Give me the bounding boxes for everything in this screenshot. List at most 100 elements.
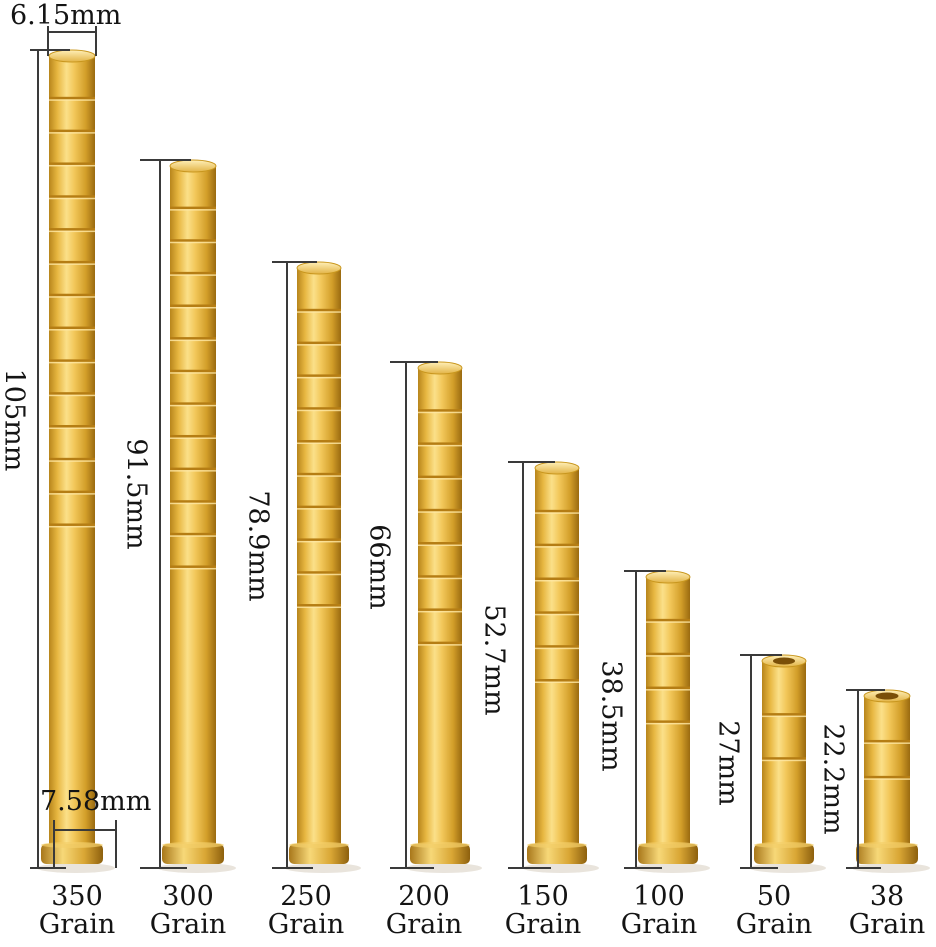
length-label-50: 27mm <box>712 720 744 806</box>
insert-shadow <box>750 863 826 873</box>
insert-groove <box>297 571 341 574</box>
brass-insert-150 <box>523 461 599 873</box>
insert-shadow <box>523 863 599 873</box>
insert-groove-highlight <box>646 655 690 657</box>
grain-weight: 250 <box>280 881 332 912</box>
brass-insert-38 <box>852 689 930 873</box>
grain-label-300: 300 Grain <box>133 883 243 939</box>
insert-top-cap <box>645 570 691 584</box>
insert-groove <box>49 260 95 264</box>
insert-groove-highlight <box>297 508 341 510</box>
insert-groove <box>170 271 216 275</box>
insert-body <box>535 468 579 844</box>
insert-flange-rim <box>41 842 103 848</box>
insert-groove <box>535 577 579 581</box>
insert-groove-highlight <box>49 263 95 265</box>
length-dimension-250 <box>272 261 317 869</box>
insert-groove-highlight <box>49 296 95 298</box>
insert-groove-highlight <box>49 361 95 364</box>
insert-groove-highlight <box>297 573 341 576</box>
insert-base-flange <box>410 844 470 864</box>
insert-groove-highlight <box>762 715 806 718</box>
insert-groove-highlight <box>418 644 462 646</box>
grain-label-200: 200 Grain <box>369 883 479 939</box>
insert-base-flange <box>527 844 587 864</box>
brass-insert-300 <box>158 159 236 873</box>
insert-groove-highlight <box>49 427 95 430</box>
grain-unit: Grain <box>38 909 116 940</box>
insert-base-flange <box>856 844 918 864</box>
insert-groove <box>49 392 95 395</box>
insert-groove-highlight <box>170 437 216 439</box>
length-dimension-300 <box>140 159 191 869</box>
insert-groove <box>49 457 95 461</box>
insert-base-flange <box>638 844 698 864</box>
insert-top-cap <box>417 361 463 375</box>
grain-unit: Grain <box>620 909 698 940</box>
insert-groove-highlight <box>535 512 579 514</box>
insert-groove <box>297 472 341 476</box>
insert-thread-hole <box>875 692 899 700</box>
insert-groove-highlight <box>170 567 216 570</box>
insert-groove-highlight <box>418 544 462 547</box>
insert-groove-highlight <box>297 606 341 609</box>
insert-groove <box>49 326 95 330</box>
insert-groove <box>535 611 579 614</box>
insert-body <box>49 56 95 844</box>
grain-label-250: 250 Grain <box>251 883 361 939</box>
insert-groove-highlight <box>297 311 341 313</box>
insert-flange-rim <box>527 842 587 848</box>
insert-groove <box>170 369 216 373</box>
insert-groove <box>49 162 95 165</box>
insert-groove <box>297 538 341 541</box>
insert-groove <box>535 509 579 513</box>
insert-groove-highlight <box>418 411 462 414</box>
insert-groove <box>170 239 216 242</box>
insert-shadow <box>852 863 930 873</box>
insert-groove <box>864 775 910 779</box>
insert-groove-highlight <box>535 647 579 650</box>
length-dimension-50 <box>740 654 782 869</box>
insert-top-cap <box>48 49 96 63</box>
insert-groove-highlight <box>170 274 216 276</box>
insert-groove-highlight <box>297 475 341 477</box>
insert-groove <box>418 409 462 412</box>
insert-groove <box>297 440 341 443</box>
insert-groove <box>535 645 579 648</box>
insert-thread-hole <box>773 657 795 665</box>
insert-groove-highlight <box>170 241 216 244</box>
grain-weight: 200 <box>398 881 450 912</box>
insert-groove <box>646 652 690 656</box>
insert-body <box>297 268 341 844</box>
insert-body <box>762 661 806 844</box>
insert-base-flange <box>41 844 103 864</box>
brass-insert-250 <box>285 261 361 873</box>
insert-groove-highlight <box>535 580 579 582</box>
grain-weight: 50 <box>756 881 792 912</box>
insert-groove <box>49 293 95 297</box>
insert-groove <box>170 532 216 536</box>
insert-groove-highlight <box>535 613 579 616</box>
grain-unit: Grain <box>848 909 926 940</box>
grain-weight: 300 <box>162 881 214 912</box>
insert-groove-highlight <box>49 197 95 200</box>
insert-groove-highlight <box>49 493 95 495</box>
insert-shadow <box>406 863 482 873</box>
insert-groove-highlight <box>864 778 910 780</box>
grain-label-38: 38 Grain <box>832 883 936 939</box>
top-diameter-marker <box>47 26 97 56</box>
length-dimension-350 <box>30 49 70 869</box>
insert-groove <box>864 739 910 743</box>
length-label-200: 66mm <box>363 524 395 610</box>
insert-groove-highlight <box>418 444 462 447</box>
insert-flange-rim <box>638 842 698 848</box>
insert-groove-highlight <box>49 99 95 101</box>
insert-groove <box>418 641 462 645</box>
insert-shadow <box>285 863 361 873</box>
length-dimension-38 <box>846 689 885 869</box>
insert-groove <box>170 467 216 471</box>
insert-groove <box>418 442 462 445</box>
insert-groove-highlight <box>297 344 341 346</box>
insert-groove <box>49 228 95 231</box>
insert-groove <box>170 434 216 438</box>
